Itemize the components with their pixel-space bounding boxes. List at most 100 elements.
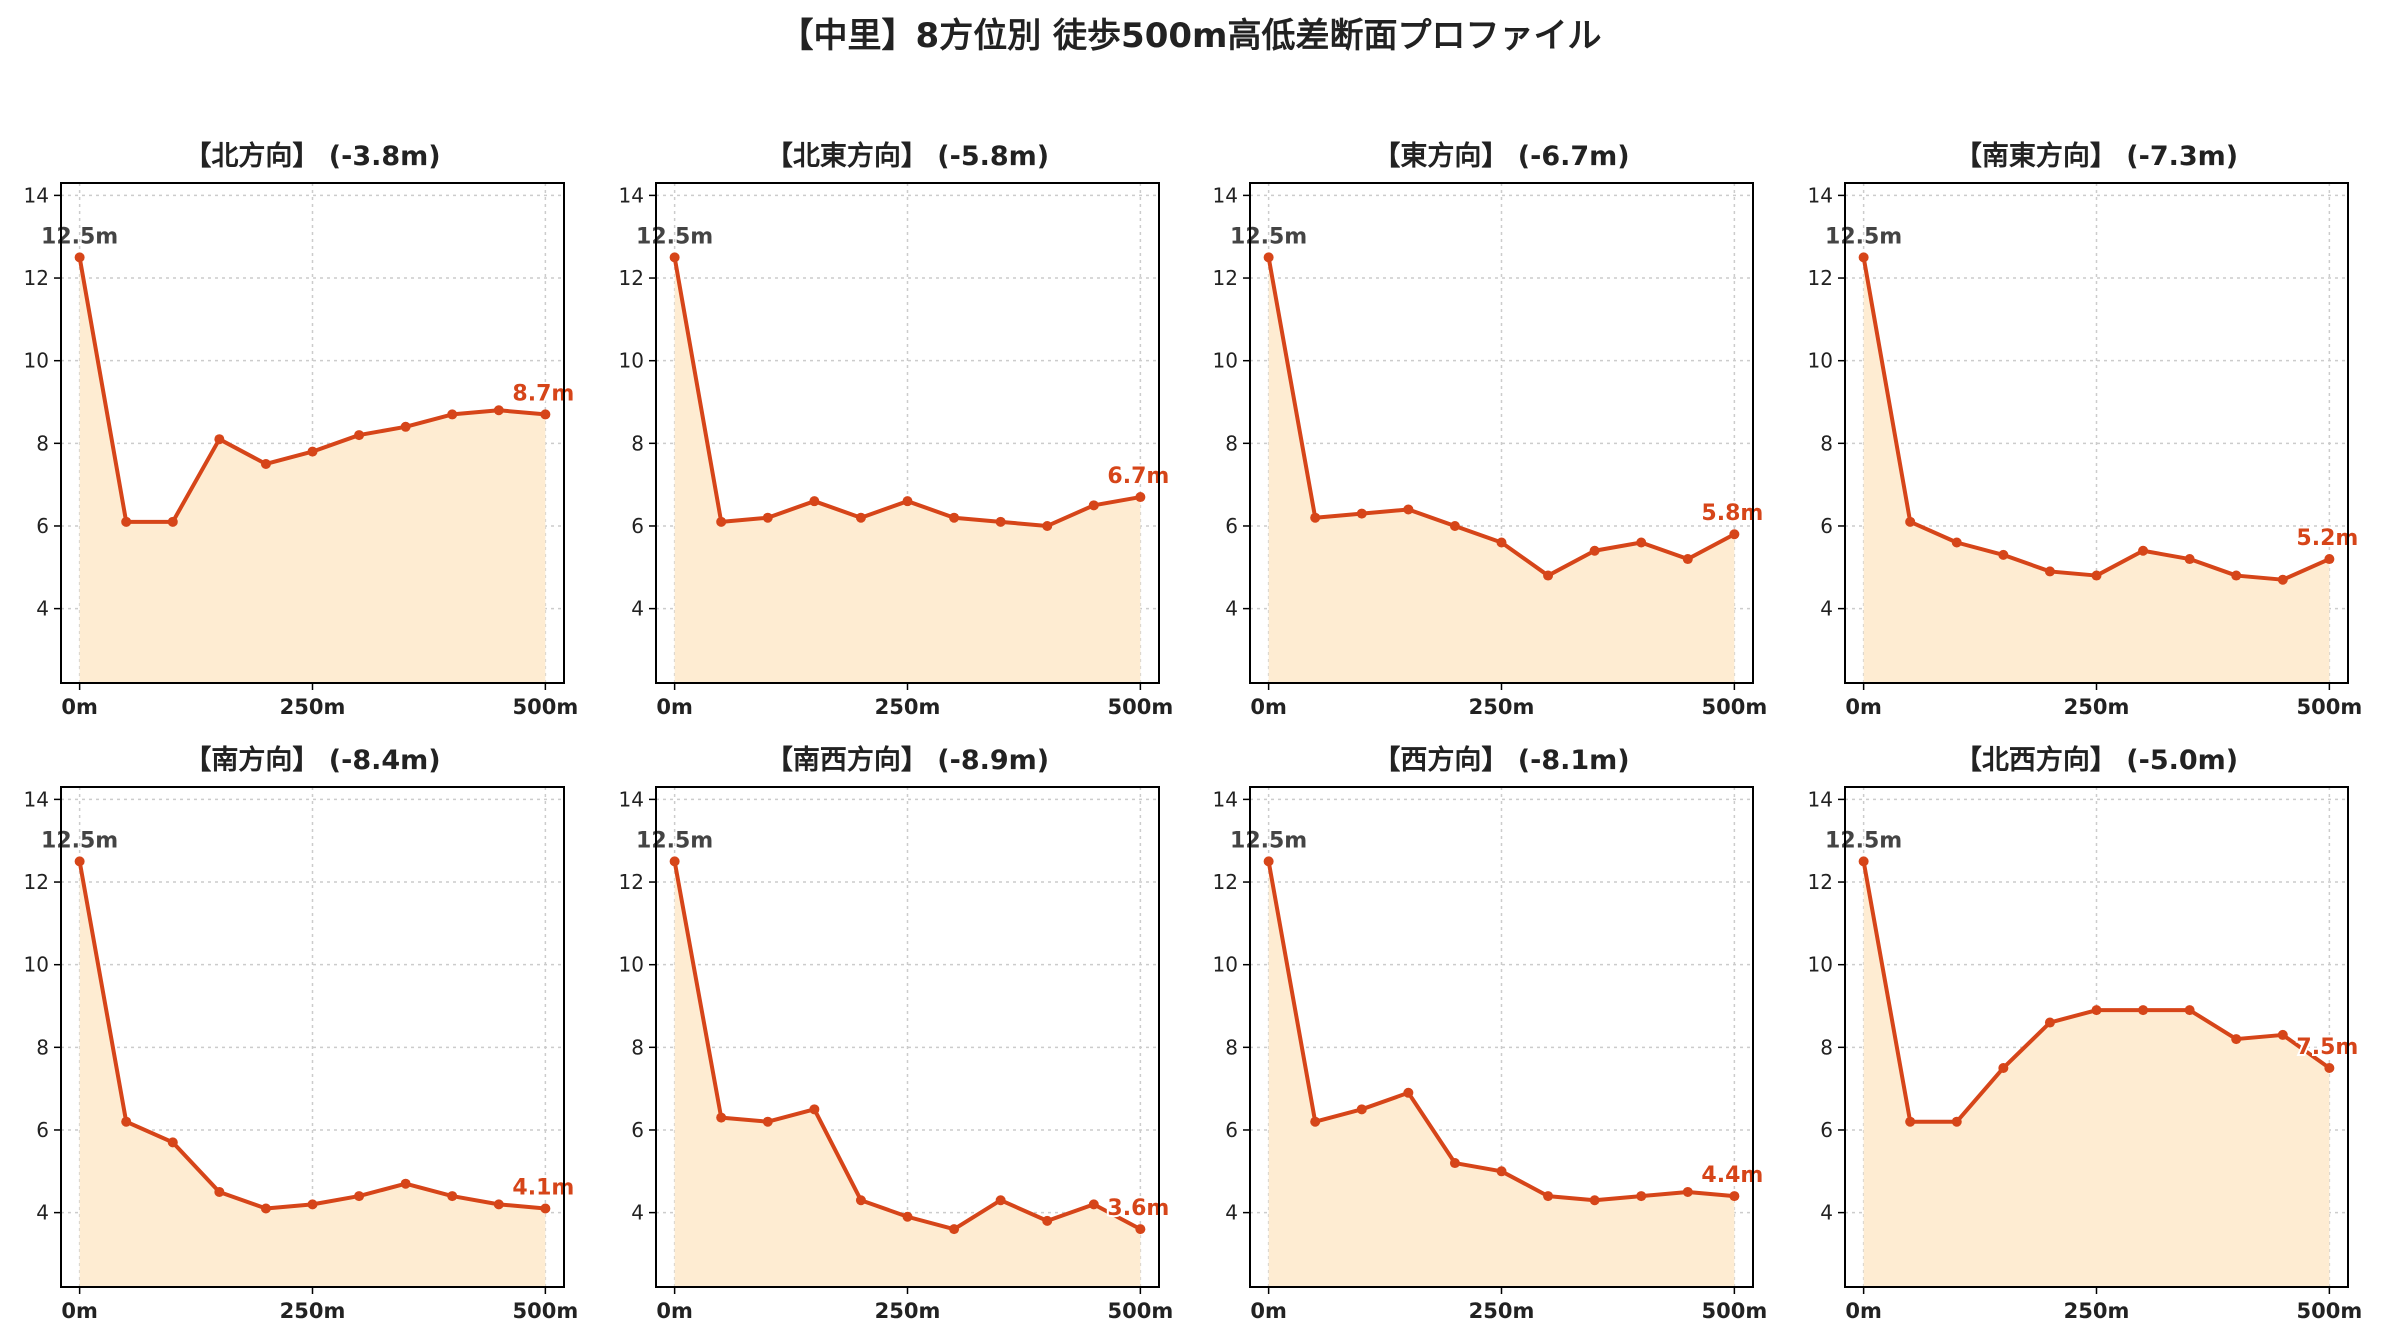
data-point [2324,554,2335,565]
data-point [307,446,318,457]
end-label: 3.6m [1107,1196,1169,1221]
y-tick-label: 8 [36,1035,49,1059]
subplot-4: 【南方向】 (-8.4m) 12.5m 4.1m 4 6 8 10 12 14 0m 250m 500… [24,744,579,1323]
data-point [1729,1191,1740,1202]
x-tick-label: 0m [656,1299,693,1323]
y-tick-label: 12 [1808,266,1833,290]
end-label: 4.1m [512,1175,574,1200]
data-point [1135,492,1146,503]
data-point [540,1203,551,1214]
y-tick-label: 6 [36,514,49,538]
data-point [1310,1116,1321,1127]
x-tick-label: 250m [1469,695,1535,719]
y-tick-label: 14 [619,183,644,207]
subplot-2: 【東方向】 (-6.7m) 12.5m 5.8m 4 6 8 10 12 14 0m 250m 500… [1213,140,1768,719]
data-point [1636,537,1647,548]
subplot-title: 【北方向】 (-3.8m) [184,140,440,172]
x-tick-label: 0m [656,695,693,719]
y-tick-label: 4 [631,1201,644,1225]
subplot-title: 【南方向】 (-8.4m) [184,744,440,776]
x-tick-label: 500m [1702,695,1768,719]
subplot-1: 【北東方向】 (-5.8m) 12.5m 6.7m 4 6 8 10 12 14 0m 250m 50… [619,140,1174,719]
y-tick-label: 10 [24,349,49,373]
subplot-6: 【西方向】 (-8.1m) 12.5m 4.4m 4 6 8 10 12 14 0m 250m 500… [1213,744,1768,1323]
y-tick-label: 8 [631,431,644,455]
y-tick-label: 14 [619,787,644,811]
data-point [2091,570,2102,581]
y-tick-label: 6 [631,1118,644,1142]
area-fill [1268,861,1735,1287]
y-tick-label: 12 [1808,870,1833,894]
y-tick-label: 10 [24,953,49,977]
x-tick-label: 250m [875,695,941,719]
data-point [669,252,680,263]
y-tick-label: 10 [1808,349,1833,373]
y-tick-label: 8 [631,1035,644,1059]
y-tick-label: 4 [1820,1201,1833,1225]
data-point [74,856,85,867]
y-tick-label: 14 [24,183,49,207]
x-tick-label: 0m [61,695,98,719]
data-point [540,409,551,420]
area-fill [1863,257,2330,683]
x-tick-label: 500m [2297,1299,2363,1323]
data-point [121,1116,132,1127]
area-fill [674,861,1141,1287]
y-tick-label: 12 [24,870,49,894]
y-tick-label: 4 [36,597,49,621]
data-point [2138,545,2149,556]
x-tick-label: 250m [2064,1299,2130,1323]
y-tick-label: 10 [619,349,644,373]
y-tick-label: 8 [1225,1035,1238,1059]
data-point [716,516,727,527]
data-point [762,1116,773,1127]
data-point [447,409,458,420]
x-tick-label: 0m [1845,695,1882,719]
y-tick-label: 8 [1820,431,1833,455]
y-tick-label: 4 [36,1201,49,1225]
start-label: 12.5m [636,224,713,249]
x-tick-label: 0m [1250,1299,1287,1323]
area-fill [674,257,1141,683]
data-point [949,1224,960,1235]
y-tick-label: 10 [1808,953,1833,977]
data-point [214,434,225,445]
data-point [855,512,866,523]
subplot-title: 【北東方向】 (-5.8m) [766,140,1049,172]
end-label: 4.4m [1701,1163,1763,1188]
data-point [167,1137,178,1148]
x-tick-label: 0m [1845,1299,1882,1323]
data-point [1356,508,1367,519]
data-point [2231,1034,2242,1045]
x-tick-label: 500m [1108,695,1174,719]
data-point [2277,574,2288,585]
end-label: 7.5m [2296,1035,2358,1060]
data-point [1543,1191,1554,1202]
data-point [1263,856,1274,867]
end-label: 6.7m [1107,464,1169,489]
data-point [2044,566,2055,577]
subplot-title: 【南東方向】 (-7.3m) [1955,140,2238,172]
y-tick-label: 6 [36,1118,49,1142]
y-tick-label: 12 [619,266,644,290]
data-point [1905,516,1916,527]
data-point [214,1186,225,1197]
x-tick-label: 250m [280,695,346,719]
y-tick-label: 12 [1213,870,1238,894]
y-tick-label: 4 [1820,597,1833,621]
data-point [1998,549,2009,560]
series-line [1861,257,2331,582]
x-tick-label: 500m [2297,695,2363,719]
subplot-7: 【北西方向】 (-5.0m) 12.5m 7.5m 4 6 8 10 12 14 0m 250m 50… [1808,744,2363,1323]
y-tick-label: 14 [1808,787,1833,811]
y-tick-label: 6 [1225,514,1238,538]
data-point [1042,520,1053,531]
data-point [716,1112,727,1123]
x-tick-label: 250m [2064,695,2130,719]
data-point [1998,1062,2009,1073]
end-label: 5.2m [2296,526,2358,551]
data-point [1589,1195,1600,1206]
data-point [2044,1017,2055,1028]
area-fill [79,257,546,683]
data-point [1858,252,1869,263]
